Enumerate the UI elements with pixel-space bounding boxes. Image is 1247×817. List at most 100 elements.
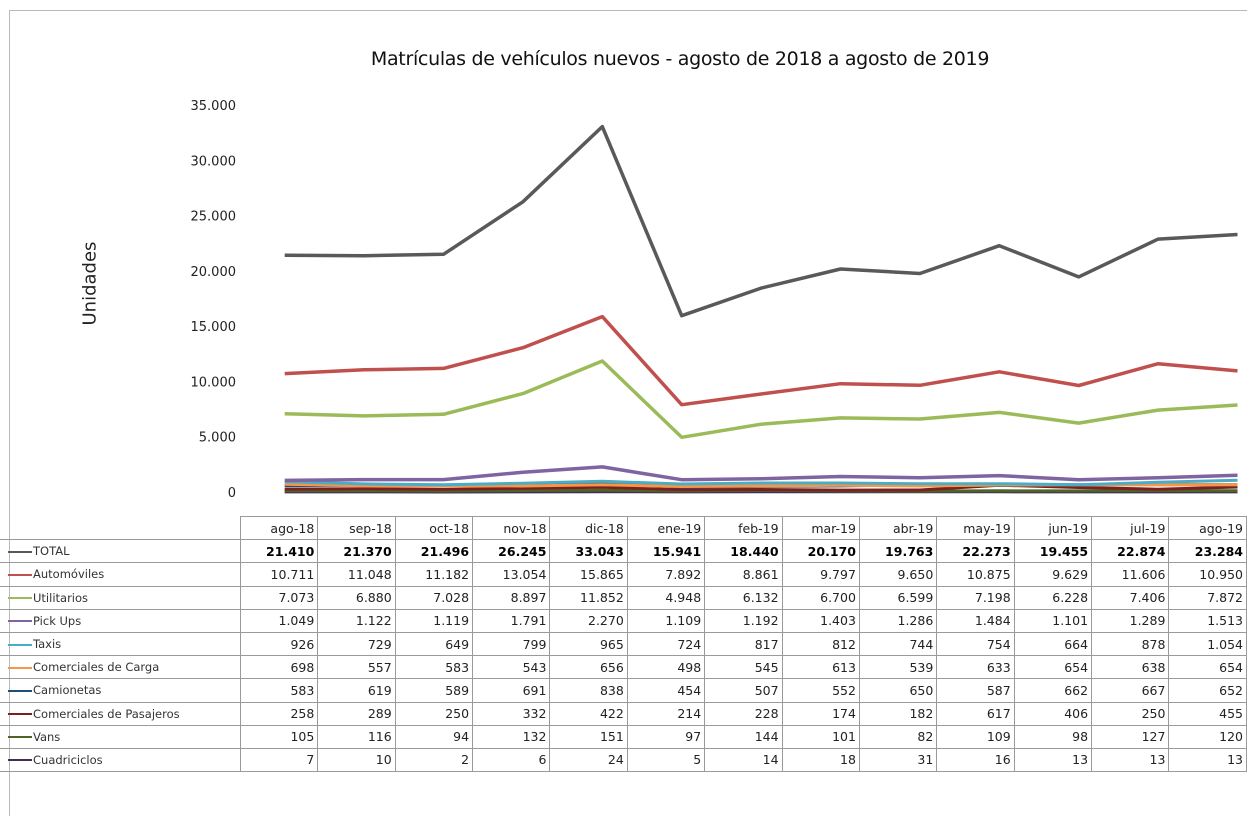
data-value-cell: 105: [239, 724, 319, 749]
data-value-cell: 1.109: [626, 608, 706, 633]
data-value-cell: 7.406: [1091, 585, 1170, 610]
x-category-label: oct-18: [394, 515, 474, 541]
data-value-cell: 6.228: [1013, 585, 1093, 610]
data-value-cell: 507: [704, 678, 783, 703]
data-value-cell: 15.865: [549, 562, 628, 587]
series-line-pick-ups: [284, 465, 1238, 483]
table-row: Camionetas 583 619 589 691 838 454 507 552 650 587…: [0, 678, 1247, 703]
data-value-cell: 965: [549, 631, 628, 657]
data-value-cell: 817: [704, 631, 783, 657]
series-name: Automóviles: [33, 567, 105, 582]
data-value-cell: 7.073: [239, 585, 319, 610]
legend-swatch: [8, 550, 32, 553]
data-value-cell: 9.797: [781, 562, 860, 587]
data-value-cell: 878: [1091, 631, 1170, 657]
data-value-cell: 10.875: [936, 562, 1015, 587]
series-name: TOTAL: [33, 544, 70, 559]
data-value-cell: 5: [626, 747, 706, 773]
data-value-cell: 33.043: [549, 539, 628, 564]
data-value-cell: 654: [1168, 655, 1247, 680]
legend-entry: Vans: [0, 724, 241, 749]
data-value-cell: 10: [317, 747, 396, 773]
table-row: Utilitarios 7.073 6.880 7.028 8.897 11.852 4.9…: [0, 585, 1247, 610]
table-row: Comerciales de Pasajeros 258 289 250 332 422 2…: [0, 701, 1247, 726]
data-value-cell: 422: [549, 701, 628, 726]
legend-entry: TOTAL: [0, 539, 241, 564]
data-value-cell: 18.440: [704, 539, 783, 564]
data-value-cell: 101: [781, 724, 860, 749]
data-value-cell: 214: [626, 701, 706, 726]
data-value-cell: 667: [1091, 678, 1170, 703]
data-value-cell: 144: [704, 724, 783, 749]
data-value-cell: 724: [626, 631, 706, 657]
series-line-taxis: [284, 478, 1238, 487]
data-value-cell: 799: [472, 631, 551, 657]
data-value-cell: 10.950: [1168, 562, 1247, 587]
x-category-label: feb-19: [704, 515, 783, 541]
data-value-cell: 20.170: [781, 539, 860, 564]
table-row: Cuadriciclos 7 10 2 6 24 5 14 18 31 16 13 13 13: [0, 747, 1247, 773]
series-line-automóviles: [284, 314, 1238, 407]
legend-entry: Comerciales de Pasajeros: [0, 701, 241, 726]
series-line-comerciales-de-pasajeros: [284, 483, 1238, 492]
legend-swatch: [8, 713, 32, 716]
data-value-cell: 26.245: [472, 539, 551, 564]
data-value-cell: 13: [1091, 747, 1170, 773]
data-value-cell: 11.852: [549, 585, 628, 610]
data-value-cell: 19.455: [1013, 539, 1093, 564]
series-name: Utilitarios: [33, 590, 89, 605]
chart-frame: [9, 10, 1247, 816]
y-tick-label: 25.000: [191, 210, 237, 225]
legend-entry: Camionetas: [0, 678, 241, 703]
data-value-cell: 812: [781, 631, 860, 657]
data-value-cell: 652: [1168, 678, 1247, 703]
data-value-cell: 9.629: [1013, 562, 1093, 587]
legend-swatch: [8, 736, 32, 739]
data-value-cell: 1.101: [1013, 608, 1093, 633]
data-value-cell: 587: [936, 678, 1015, 703]
data-value-cell: 1.791: [472, 608, 551, 633]
data-value-cell: 662: [1013, 678, 1093, 703]
data-value-cell: 7.892: [626, 562, 706, 587]
table-body: TOTAL 21.410 21.370 21.496 26.245 33.043 15.94…: [0, 539, 1247, 773]
y-tick-label: 5.000: [199, 431, 236, 446]
series-name: Camionetas: [33, 683, 102, 698]
x-category-label: jul-19: [1091, 515, 1170, 541]
data-value-cell: 926: [239, 631, 319, 657]
legend-entry: Taxis: [0, 631, 241, 657]
data-value-cell: 583: [394, 655, 474, 680]
table-row: Pick Ups 1.049 1.122 1.119 1.791 2.270 1.109 1.…: [0, 608, 1247, 633]
data-value-cell: 1.286: [858, 608, 938, 633]
data-value-cell: 120: [1168, 724, 1247, 749]
data-value-cell: 127: [1091, 724, 1170, 749]
data-value-cell: 22.273: [936, 539, 1015, 564]
data-value-cell: 656: [549, 655, 628, 680]
x-category-label: jun-19: [1013, 515, 1093, 541]
x-category-label: nov-18: [472, 515, 551, 541]
data-value-cell: 1.049: [239, 608, 319, 633]
data-value-cell: 182: [858, 701, 938, 726]
data-value-cell: 9.650: [858, 562, 938, 587]
y-tick-label: 10.000: [191, 375, 237, 390]
x-category-label: ene-19: [626, 515, 706, 541]
data-value-cell: 11.182: [394, 562, 474, 587]
legend-entry: Comerciales de Carga: [0, 655, 241, 680]
table-row: Comerciales de Carga 698 557 583 543 656 498 54…: [0, 655, 1247, 680]
data-value-cell: 552: [781, 678, 860, 703]
data-value-cell: 619: [317, 678, 396, 703]
data-value-cell: 1.484: [936, 608, 1015, 633]
x-category-label: sep-18: [317, 515, 396, 541]
data-value-cell: 332: [472, 701, 551, 726]
data-value-cell: 6: [472, 747, 551, 773]
legend-swatch: [8, 759, 32, 762]
data-value-cell: 589: [394, 678, 474, 703]
x-category-label: mar-19: [781, 515, 860, 541]
legend-swatch: [8, 597, 32, 600]
series-lines: [284, 124, 1238, 494]
table-row: Vans 105 116 94 132 151 97 144 101 82 109 98 127 120: [0, 724, 1247, 749]
data-value-cell: 583: [239, 678, 319, 703]
data-value-cell: 1.513: [1168, 608, 1247, 633]
data-value-cell: 98: [1013, 724, 1093, 749]
legend-swatch: [8, 689, 32, 692]
table-corner: [0, 516, 241, 540]
